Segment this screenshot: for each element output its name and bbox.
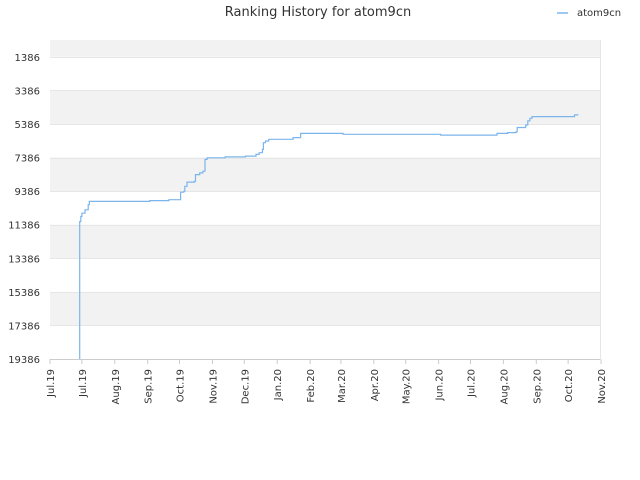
x-tick-label: Mar.20 (337, 369, 348, 403)
x-tick-label: Sep.19 (144, 369, 155, 404)
plot-band (50, 224, 600, 259)
plot-band (50, 291, 600, 326)
legend-label: atom9cn (577, 8, 621, 19)
x-tick-label: Jan.20 (273, 369, 284, 401)
x-tick-label: May.20 (402, 369, 413, 404)
x-tick-label: Oct.20 (564, 369, 575, 402)
plot-band (50, 90, 600, 124)
plot-band (50, 325, 600, 359)
x-tick-label: Jul.19 (46, 369, 57, 398)
y-tick-label: 7386 (15, 154, 40, 165)
x-tick-label: Jul.20 (466, 369, 477, 398)
x-tick-label: Jul.19 (78, 369, 89, 398)
legend[interactable]: atom9cn (557, 8, 621, 19)
y-axis-tick-labels: 1386 3386 5386 7386 9386 11386 13386 15386 17386… (8, 53, 40, 366)
chart-title: Ranking History for atom9cn (225, 5, 411, 20)
x-tick-label: Dec.19 (240, 369, 251, 404)
y-tick-label: 11386 (8, 221, 40, 232)
x-tick-label: Oct.19 (176, 369, 187, 402)
x-tick-label: Nov.20 (597, 369, 608, 404)
y-tick-label: 13386 (8, 254, 40, 265)
x-tick-label: Aug.20 (499, 369, 510, 404)
x-tick-label: Sep.20 (532, 369, 543, 404)
plot-band (50, 40, 600, 57)
plot-background-bands (50, 40, 600, 359)
y-tick-label: 19386 (8, 355, 40, 366)
y-tick-label: 15386 (8, 288, 40, 299)
x-tick-label: Jun.20 (435, 369, 446, 402)
x-tick-label: Nov.19 (208, 369, 219, 404)
series-group (79, 114, 579, 359)
series-line-atom9cn[interactable] (79, 114, 579, 359)
y-tick-label: 17386 (8, 321, 40, 332)
y-tick-label: 5386 (15, 120, 40, 131)
plot-band (50, 157, 600, 192)
x-tick-label: Apr.20 (370, 369, 381, 401)
x-tick-label: Aug.19 (111, 369, 122, 404)
plot-band (50, 56, 600, 91)
x-axis-tick-labels: Jul.19 Jul.19 Aug.19 Sep.19 Oct.19 Nov.19 Dec.… (46, 359, 608, 404)
plot-band (50, 191, 600, 225)
y-tick-label: 3386 (15, 86, 40, 97)
x-tick-label: Feb.20 (306, 369, 317, 403)
plot-band (50, 258, 600, 292)
plot-band (50, 123, 600, 158)
y-tick-label: 1386 (15, 53, 40, 64)
y-tick-label: 9386 (15, 187, 40, 198)
